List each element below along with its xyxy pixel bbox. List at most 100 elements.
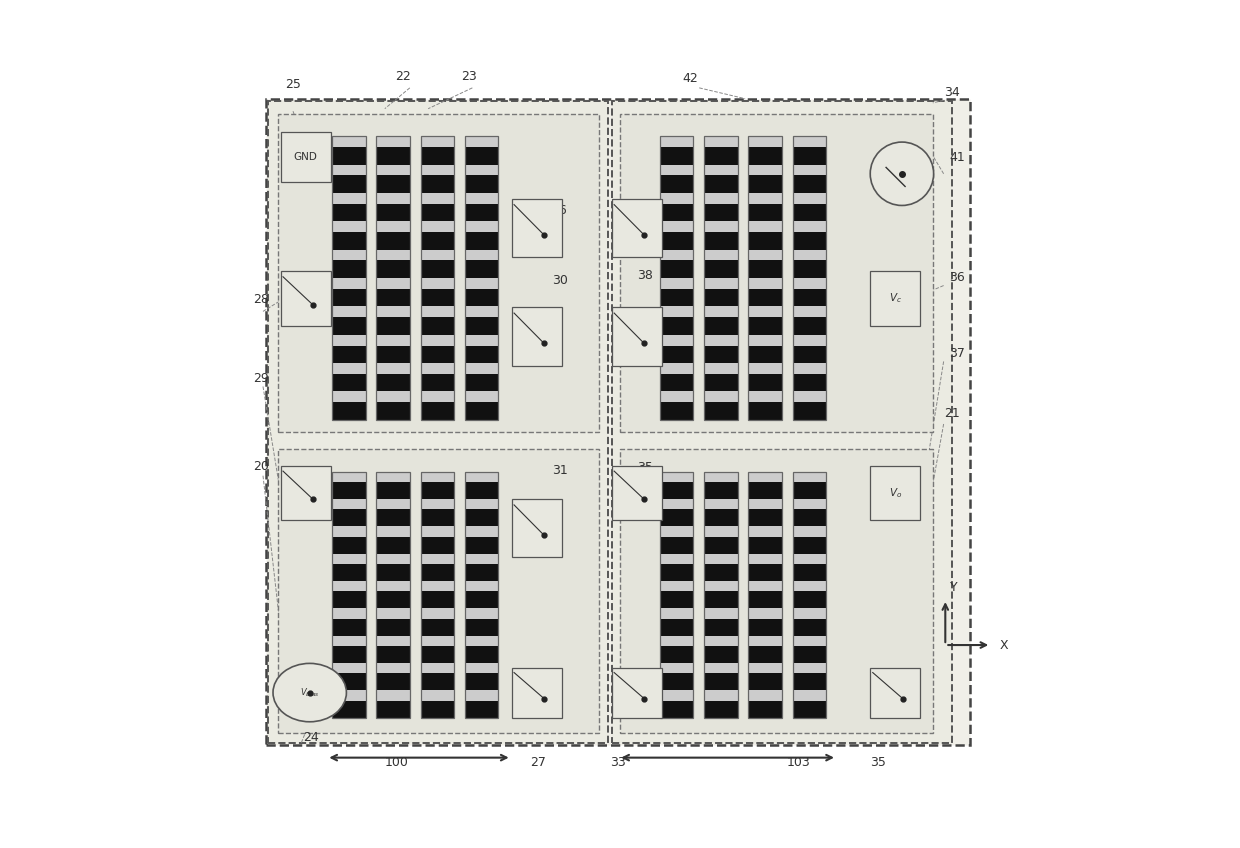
Bar bbox=[704, 700, 738, 717]
Bar bbox=[420, 581, 454, 591]
Bar bbox=[332, 345, 366, 363]
Bar bbox=[704, 335, 738, 345]
Bar bbox=[704, 581, 738, 591]
Bar bbox=[377, 363, 409, 374]
Bar bbox=[704, 260, 738, 278]
Bar bbox=[377, 537, 409, 554]
Bar bbox=[465, 510, 498, 527]
Bar bbox=[704, 137, 738, 420]
Bar bbox=[792, 278, 826, 289]
Text: 20: 20 bbox=[253, 460, 269, 473]
Bar bbox=[792, 147, 826, 165]
Bar bbox=[792, 471, 826, 482]
Bar bbox=[660, 537, 693, 554]
Bar bbox=[792, 591, 826, 608]
Bar bbox=[420, 232, 454, 249]
Bar bbox=[465, 402, 498, 420]
Bar bbox=[377, 673, 409, 690]
Bar bbox=[704, 636, 738, 646]
Bar bbox=[704, 345, 738, 363]
Bar bbox=[377, 147, 409, 165]
Bar bbox=[792, 537, 826, 554]
Bar bbox=[332, 335, 366, 345]
Bar bbox=[332, 176, 366, 193]
Text: 23: 23 bbox=[461, 70, 477, 83]
Bar bbox=[660, 527, 693, 537]
Bar bbox=[377, 260, 409, 278]
Text: 21: 21 bbox=[944, 407, 960, 421]
Text: 24: 24 bbox=[303, 731, 319, 744]
Bar bbox=[620, 114, 932, 432]
Bar bbox=[465, 335, 498, 345]
Bar bbox=[749, 564, 781, 581]
Bar bbox=[512, 198, 562, 257]
Bar bbox=[704, 176, 738, 193]
Bar bbox=[660, 249, 693, 260]
Text: 26: 26 bbox=[552, 204, 568, 217]
Bar bbox=[512, 499, 562, 557]
Bar bbox=[611, 198, 662, 257]
Bar bbox=[704, 249, 738, 260]
Bar bbox=[660, 510, 693, 527]
Bar bbox=[465, 673, 498, 690]
Bar bbox=[332, 137, 366, 420]
Bar bbox=[420, 510, 454, 527]
Bar bbox=[465, 193, 498, 204]
Bar bbox=[280, 466, 331, 520]
Bar bbox=[332, 204, 366, 221]
Bar bbox=[420, 345, 454, 363]
Bar bbox=[465, 646, 498, 663]
Bar bbox=[377, 306, 409, 317]
Bar bbox=[265, 98, 971, 745]
Bar bbox=[377, 137, 409, 420]
Bar bbox=[660, 289, 693, 306]
Bar bbox=[377, 471, 409, 717]
Bar bbox=[749, 137, 781, 147]
Bar bbox=[660, 646, 693, 663]
Bar bbox=[420, 673, 454, 690]
Bar bbox=[512, 307, 562, 365]
Bar bbox=[660, 204, 693, 221]
Bar bbox=[792, 137, 826, 147]
Bar bbox=[704, 289, 738, 306]
Bar bbox=[792, 363, 826, 374]
Bar bbox=[704, 646, 738, 663]
Text: $V_o$: $V_o$ bbox=[889, 486, 901, 499]
Bar bbox=[792, 554, 826, 564]
Text: $V_{bias}$: $V_{bias}$ bbox=[300, 686, 320, 699]
Bar bbox=[377, 137, 409, 147]
Bar bbox=[332, 374, 366, 392]
Bar bbox=[704, 165, 738, 176]
Bar bbox=[660, 306, 693, 317]
Bar bbox=[332, 471, 366, 717]
Bar bbox=[465, 204, 498, 221]
Bar bbox=[420, 193, 454, 204]
Bar bbox=[660, 221, 693, 232]
Bar bbox=[377, 646, 409, 663]
Bar bbox=[278, 449, 599, 733]
Bar bbox=[704, 221, 738, 232]
Bar bbox=[465, 374, 498, 392]
Bar bbox=[704, 564, 738, 581]
Bar bbox=[611, 667, 662, 717]
Bar bbox=[420, 591, 454, 608]
Bar bbox=[792, 335, 826, 345]
Bar bbox=[749, 591, 781, 608]
Bar bbox=[792, 374, 826, 392]
Bar bbox=[704, 363, 738, 374]
Bar bbox=[377, 221, 409, 232]
Bar bbox=[749, 663, 781, 673]
Bar bbox=[465, 636, 498, 646]
Bar bbox=[749, 221, 781, 232]
Bar bbox=[792, 581, 826, 591]
Bar bbox=[420, 363, 454, 374]
Bar bbox=[749, 363, 781, 374]
Bar bbox=[704, 673, 738, 690]
Bar bbox=[749, 700, 781, 717]
Text: Y: Y bbox=[950, 581, 957, 594]
Text: X: X bbox=[999, 639, 1008, 651]
Bar bbox=[332, 608, 366, 619]
Bar bbox=[377, 700, 409, 717]
Bar bbox=[420, 537, 454, 554]
Bar bbox=[792, 402, 826, 420]
